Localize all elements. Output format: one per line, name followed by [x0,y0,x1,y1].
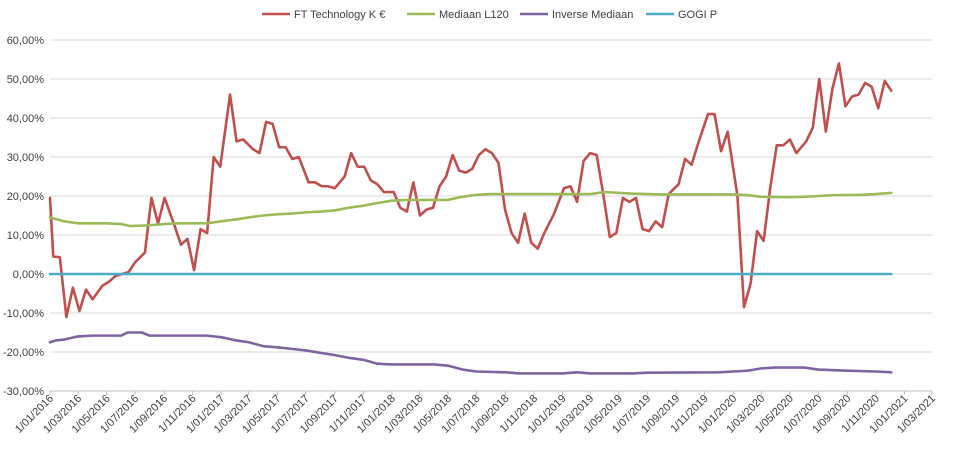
y-tick-label: 50,00% [7,74,45,86]
y-tick-label: 40,00% [7,113,45,125]
y-tick-label: 30,00% [7,152,45,164]
y-tick-label: 0,00% [13,269,44,281]
series-line-1 [48,62,893,319]
series-line-3 [48,331,893,375]
y-tick-label: -30,00% [3,386,44,398]
y-tick-label: -10,00% [3,308,44,320]
legend: FT Technology K € Mediaan L120 Inverse Med… [262,9,717,21]
y-tick-label: 60,00% [7,35,45,47]
series-lines [48,62,893,375]
legend-label: FT Technology K € [294,9,385,21]
legend-label: Mediaan L120 [439,9,509,21]
gridlines [50,39,932,392]
legend-label: GOGI P [678,9,717,21]
y-tick-label: 20,00% [7,191,45,203]
y-tick-label: 10,00% [7,230,45,242]
series-line-2 [48,190,893,228]
legend-label: Inverse Mediaan [552,9,633,21]
y-tick-label: -20,00% [3,347,44,359]
